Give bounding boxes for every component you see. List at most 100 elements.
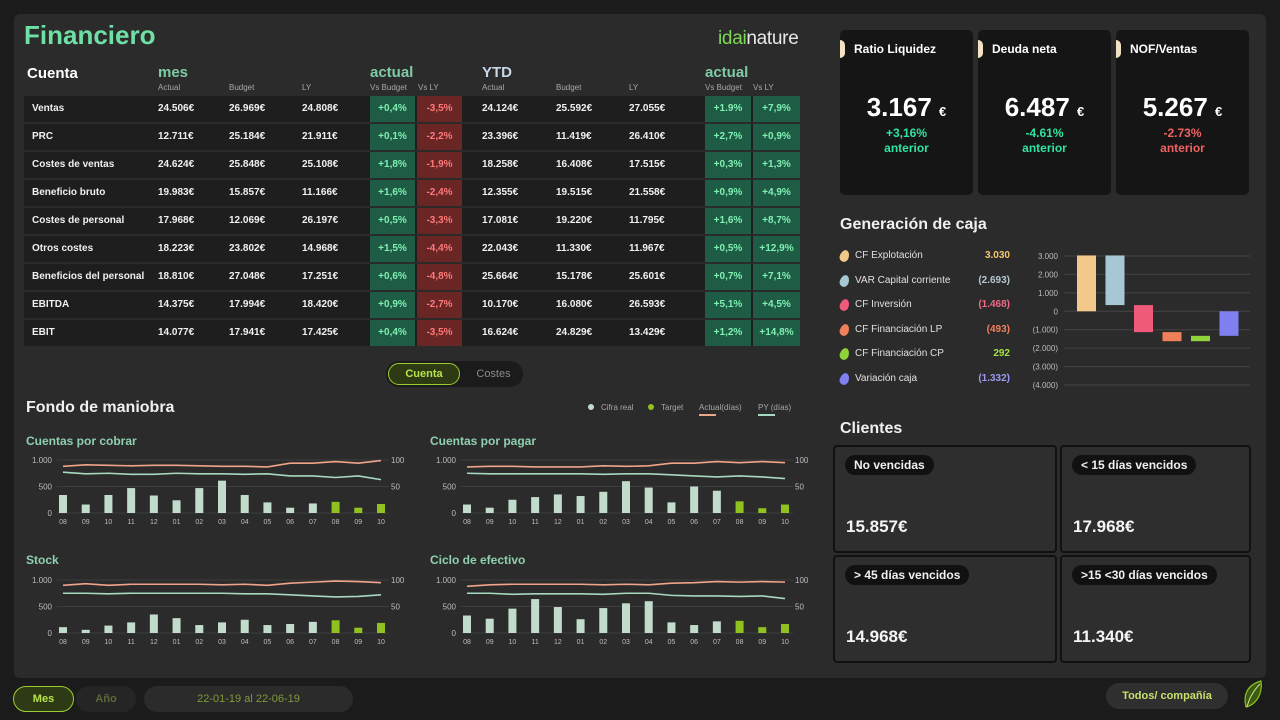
cell-m-bud: 12.069€ xyxy=(229,215,266,226)
legend-py-line xyxy=(758,414,775,416)
cuentas-pagar-chart: 1.000 500 0 100 50 08 09 10 11 12 01 02 03 04 05 06 07 08… xyxy=(436,456,809,526)
table-row[interactable]: Ventas 24.506€ 26.969€ 24.808€ 24.124€ 25.592… xyxy=(24,96,800,122)
y-tick-left: 0 xyxy=(48,509,53,518)
y-tick-left: 1.000 xyxy=(436,456,457,465)
company-scope-button[interactable]: Todos/ compañía xyxy=(1106,683,1228,709)
x-tick: 07 xyxy=(309,639,317,646)
data-bar xyxy=(354,507,363,513)
x-tick: 07 xyxy=(309,519,317,526)
table-row[interactable]: EBIT 14.077€ 17.941€ 17.425€ 16.624€ 24.829€ 1… xyxy=(24,320,800,346)
x-tick: 04 xyxy=(645,519,653,526)
tab-costes[interactable]: Costes xyxy=(476,368,511,380)
cliente-card[interactable]: >15 <30 días vencidos 11.340€ xyxy=(1060,555,1251,663)
ytd-vs-budget-badge: +2,7% xyxy=(705,124,751,150)
cell-y-act: 18.258€ xyxy=(482,159,519,170)
x-tick: 06 xyxy=(690,639,698,646)
kpi-delta-label: anterior xyxy=(884,141,929,155)
y-tick-left: 1.000 xyxy=(436,576,457,585)
cliente-card[interactable]: > 45 días vencidos 14.968€ xyxy=(833,555,1057,663)
kpi-card[interactable]: Ratio Liquidez 3.167 € +3,16% anterior xyxy=(840,30,973,195)
kpi-tab-marker xyxy=(978,40,983,58)
cell-y-bud: 19.515€ xyxy=(556,187,593,198)
data-bar xyxy=(104,494,113,513)
cell-m-ly: 25.108€ xyxy=(302,159,339,170)
caja-waterfall-chart: 3.000 2.000 1.000 0 (1.000) (2.000) (3.000) (4.… xyxy=(1033,252,1250,390)
x-tick: 01 xyxy=(173,639,181,646)
row-label: PRC xyxy=(32,131,54,142)
table-row[interactable]: EBITDA 14.375€ 17.994€ 18.420€ 10.170€ 16.080… xyxy=(24,292,800,318)
page-title: Financiero xyxy=(24,20,156,50)
y-tick: 2.000 xyxy=(1038,270,1059,279)
data-bar xyxy=(195,625,204,633)
cell-m-act: 18.810€ xyxy=(158,271,195,282)
waterfall-bar xyxy=(1134,305,1153,333)
table-row[interactable]: Costes de personal 17.968€ 12.069€ 26.197€ 1… xyxy=(24,208,800,234)
tab-cuenta[interactable]: Cuenta xyxy=(388,363,460,385)
table-row[interactable]: Costes de ventas 24.624€ 25.848€ 25.108€ 18.… xyxy=(24,152,800,178)
caja-item: CF Inversión (1.468) xyxy=(838,297,1012,313)
cliente-card[interactable]: No vencidas 15.857€ xyxy=(833,445,1057,553)
x-tick: 03 xyxy=(218,519,226,526)
x-tick: 09 xyxy=(758,639,766,646)
stock-chart: 1.000 500 0 100 50 08 09 10 11 12 01 02 03 04 05 06 07 08… xyxy=(32,576,405,646)
caja-item-value: 3.030 xyxy=(984,250,1010,261)
vs-budget-badge: +1,5% xyxy=(370,236,415,262)
data-bar xyxy=(308,503,317,513)
kpi-card[interactable]: Deuda neta 6.487 € -4.61% anterior xyxy=(978,30,1111,195)
row-label: Costes de ventas xyxy=(32,159,115,170)
sub-actual: Actual xyxy=(158,83,181,92)
vs-ly-badge: -3,5% xyxy=(417,320,462,346)
cliente-card-amount: 15.857€ xyxy=(846,517,908,536)
ytd-vs-ly-badge: +8,7% xyxy=(753,208,800,234)
waterfall-bar xyxy=(1105,255,1125,306)
actual-ytd-header: actual xyxy=(705,64,749,81)
y-tick-right: 100 xyxy=(795,576,809,585)
cliente-card-amount: 11.340€ xyxy=(1073,627,1134,646)
vs-ly-badge: -4,8% xyxy=(417,264,462,290)
x-tick: 12 xyxy=(554,519,562,526)
legend-actual-line xyxy=(699,414,716,416)
y-tick: 0 xyxy=(1054,307,1059,316)
data-bar xyxy=(81,629,90,633)
vs-ly-badge: -2,7% xyxy=(417,292,462,318)
actual-dias-line xyxy=(466,580,786,588)
cell-m-bud: 17.941€ xyxy=(229,327,266,338)
x-tick: 10 xyxy=(377,519,385,526)
cliente-card[interactable]: < 15 días vencidos 17.968€ xyxy=(1060,445,1251,553)
kpi-card[interactable]: NOF/Ventas 5.267 € -2.73% anterior xyxy=(1116,30,1249,195)
x-tick: 11 xyxy=(128,519,135,526)
date-range-selector[interactable]: 22-01-19 al 22-06-19 xyxy=(144,686,353,712)
sub-budget: Budget xyxy=(229,83,255,92)
leaf-icon xyxy=(838,273,851,288)
cliente-card-label: No vencidas xyxy=(845,455,934,475)
vs-budget-badge: +0,1% xyxy=(370,124,415,150)
x-tick: 11 xyxy=(532,639,539,646)
sub-actual-ytd: Actual xyxy=(482,83,505,92)
y-tick: (4.000) xyxy=(1033,381,1059,390)
data-bar xyxy=(735,501,744,513)
period-ano-button[interactable]: Año xyxy=(76,686,136,712)
table-row[interactable]: PRC 12.711€ 25.184€ 21.911€ 23.396€ 11.419€ 26… xyxy=(24,124,800,150)
data-bar xyxy=(463,615,471,633)
ytd-header: YTD xyxy=(482,64,512,81)
data-bar xyxy=(712,621,721,633)
row-label: Otros costes xyxy=(32,243,94,254)
data-bar xyxy=(240,619,249,633)
leaf-icon xyxy=(838,298,851,313)
period-mes-button[interactable]: Mes xyxy=(13,686,74,712)
x-tick: 08 xyxy=(59,639,67,646)
data-bar xyxy=(485,618,494,633)
waterfall-bar xyxy=(1162,332,1182,342)
data-bar xyxy=(127,622,136,633)
cell-m-ly: 18.420€ xyxy=(302,299,339,310)
data-bar xyxy=(508,608,517,633)
caja-item: VAR Capital corriente (2.693) xyxy=(838,273,1012,289)
x-tick: 06 xyxy=(690,519,698,526)
table-row[interactable]: Otros costes 18.223€ 23.802€ 14.968€ 22.043€… xyxy=(24,236,800,262)
table-row[interactable]: Beneficios del personal 18.810€ 27.048€ 17.… xyxy=(24,264,800,290)
cell-y-bud: 19.220€ xyxy=(556,215,593,226)
x-tick: 01 xyxy=(173,519,181,526)
x-tick: 05 xyxy=(668,519,676,526)
table-row[interactable]: Beneficio bruto 19.983€ 15.857€ 11.166€ 12.3… xyxy=(24,180,800,206)
cell-m-ly: 11.166€ xyxy=(302,187,338,198)
